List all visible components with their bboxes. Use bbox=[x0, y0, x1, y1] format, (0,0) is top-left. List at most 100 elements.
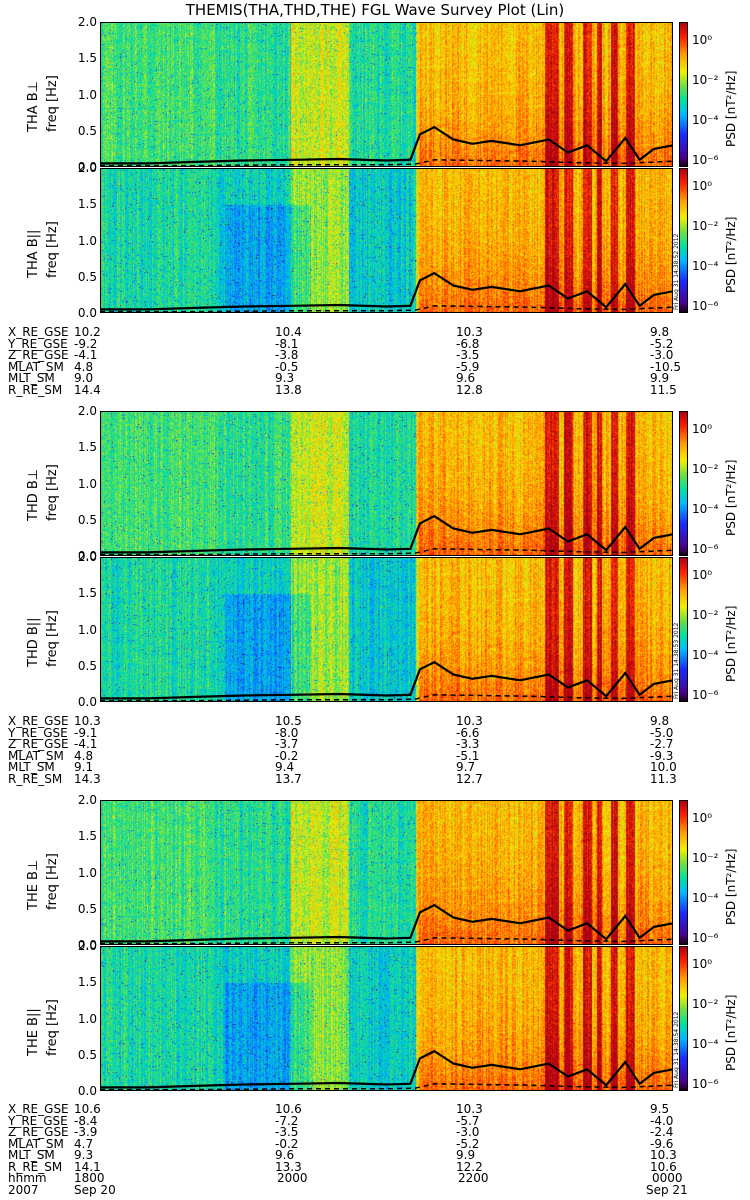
ephemeris-value: 14.1 bbox=[74, 1159, 101, 1174]
ephemeris-value: 4.8 bbox=[74, 748, 94, 763]
ephemeris-label: R_RE_SM bbox=[8, 1159, 63, 1174]
y-tick-label: 1.5 bbox=[77, 440, 97, 455]
y-axis-label: freq [Hz] bbox=[45, 610, 60, 667]
ephemeris-value: 9.9 bbox=[456, 1148, 476, 1162]
ephemeris-row: MLAT_SM 4.8 -0.2 -5.1 -9.3 bbox=[8, 748, 708, 763]
time-tick: 2200 bbox=[458, 1171, 489, 1185]
colorbar-tick: 10⁰ bbox=[692, 422, 713, 436]
y-tick-label: 1.0 bbox=[77, 87, 97, 102]
colorbar-tick: 10⁻² bbox=[692, 608, 719, 622]
ephemeris-value: -10.5 bbox=[650, 359, 682, 374]
panel-label: THA B⊥ bbox=[26, 81, 41, 132]
y-tick-label: 1.5 bbox=[77, 51, 97, 66]
ephemeris-value: -3.0 bbox=[456, 1125, 480, 1139]
ephemeris-row: Y_RE_GSE -9.2 -8.1 -6.8 -5.2 bbox=[8, 336, 708, 351]
colorbar-tick: 10⁻⁴ bbox=[692, 502, 719, 516]
ephemeris-label: MLT_SM bbox=[8, 371, 55, 385]
ephemeris-value: 12.8 bbox=[456, 382, 483, 397]
ephemeris-value: -3.5 bbox=[275, 1125, 299, 1139]
ephemeris-value: 14.4 bbox=[74, 382, 101, 397]
ephemeris-value: 9.1 bbox=[74, 760, 94, 774]
colorbar-tick: 10⁰ bbox=[692, 33, 713, 47]
colorbar-tick: 10⁰ bbox=[692, 568, 713, 582]
curves-overlay bbox=[100, 514, 673, 556]
y-tick-label: 0.5 bbox=[77, 269, 97, 284]
ephemeris-label: Y_RE_GSE bbox=[8, 1113, 68, 1128]
colorbar-tick: 10⁻² bbox=[692, 997, 719, 1011]
panel-label: THE B|| bbox=[26, 1008, 41, 1056]
ephemeris-value: 9.8 bbox=[650, 714, 670, 728]
panel-label: THD B|| bbox=[26, 617, 41, 667]
ephemeris-value: 10.6 bbox=[275, 1102, 302, 1116]
y-tick-label: 2.0 bbox=[77, 939, 97, 953]
time-row: hhmm 1800 2000 2200 0000 bbox=[8, 1171, 708, 1185]
ephemeris-value: -6.6 bbox=[456, 725, 480, 740]
y-axis-label: freq [Hz] bbox=[45, 221, 60, 278]
y-tick-label: 1.0 bbox=[77, 233, 97, 248]
panel-label: THA B|| bbox=[26, 229, 41, 278]
ephemeris-label: Z_RE_GSE bbox=[8, 348, 69, 362]
ephemeris-value: 4.7 bbox=[74, 1136, 94, 1151]
colorbar-tick: 10⁻² bbox=[692, 462, 719, 476]
ephemeris-row: R_RE_SM 14.3 13.7 12.7 11.3 bbox=[8, 771, 708, 786]
curves-overlay bbox=[100, 1049, 673, 1091]
ephemeris-value: -5.1 bbox=[456, 748, 480, 763]
ephemeris-value: 13.3 bbox=[275, 1159, 302, 1174]
panel-label: THE B⊥ bbox=[26, 859, 41, 910]
ephemeris-value: -3.9 bbox=[74, 1125, 98, 1139]
ephemeris-row: R_RE_SM 14.4 13.8 12.8 11.5 bbox=[8, 382, 708, 397]
date-tick: Sep 21 bbox=[646, 1182, 688, 1197]
timestamp-stamp: Fri Aug 31 14:38:54 2012 bbox=[673, 1011, 680, 1088]
ephemeris-label: MLT_SM bbox=[8, 760, 55, 774]
y-axis-label: freq [Hz] bbox=[45, 853, 60, 910]
y-tick-label: 1.0 bbox=[77, 1011, 97, 1026]
y-tick-label: 0.5 bbox=[77, 901, 97, 916]
ephemeris-value: 13.7 bbox=[275, 771, 302, 786]
ephemeris-value: -0.5 bbox=[275, 359, 299, 374]
ephemeris-value: 10.3 bbox=[456, 1102, 483, 1116]
spectrogram-panel bbox=[100, 800, 673, 945]
ephemeris-value: 10.3 bbox=[650, 1148, 677, 1162]
colorbar-tick: 10⁻² bbox=[692, 851, 719, 865]
ephemeris-label: Y_RE_GSE bbox=[8, 336, 68, 351]
colorbar bbox=[679, 22, 688, 167]
time-tick: 0000 bbox=[652, 1171, 683, 1185]
time-tick: 2000 bbox=[277, 1171, 308, 1185]
colorbar-tick: 10⁻⁴ bbox=[692, 648, 719, 662]
spectrogram-image bbox=[100, 946, 673, 1091]
ephemeris-row: MLT_SM 9.0 9.3 9.6 9.9 bbox=[8, 371, 708, 385]
y-tick-label: 2.0 bbox=[77, 793, 97, 807]
solid-curve bbox=[100, 271, 673, 311]
colorbar bbox=[679, 946, 688, 1091]
ephemeris-value: -5.7 bbox=[456, 1113, 480, 1128]
colorbar bbox=[679, 168, 688, 313]
spectrogram-image bbox=[100, 557, 673, 702]
ephemeris-value: 9.4 bbox=[275, 760, 295, 774]
colorbar bbox=[679, 557, 688, 702]
colorbar-tick: 10⁻⁶ bbox=[692, 153, 719, 167]
colorbar-tick: 10⁻⁶ bbox=[692, 299, 719, 313]
ephemeris-row: MLT_SM 9.3 9.6 9.9 10.3 bbox=[8, 1148, 708, 1162]
ephemeris-value: -4.0 bbox=[650, 1113, 674, 1128]
ephemeris-value: -6.8 bbox=[456, 336, 480, 351]
ephemeris-value: -5.0 bbox=[650, 725, 674, 740]
spectrogram-image bbox=[100, 168, 673, 313]
dashed-curve bbox=[100, 1083, 673, 1091]
ephemeris-value: 9.5 bbox=[650, 1102, 670, 1116]
y-tick-label: 0.5 bbox=[77, 512, 97, 527]
timestamp-stamp: Fri Aug 31 14:38:53 2012 bbox=[673, 622, 680, 699]
ephemeris-value: 9.3 bbox=[275, 371, 295, 385]
ephemeris-value: 9.3 bbox=[74, 1148, 94, 1162]
ephemeris-row: Z_RE_GSE -3.9 -3.5 -3.0 -2.4 bbox=[8, 1125, 708, 1139]
ephemeris-value: 9.6 bbox=[275, 1148, 295, 1162]
dashed-curve bbox=[100, 937, 673, 945]
solid-curve bbox=[100, 1049, 673, 1089]
y-tick-label: 0.5 bbox=[77, 123, 97, 138]
ephemeris-value: 9.9 bbox=[650, 371, 670, 385]
colorbar-tick: 10⁰ bbox=[692, 811, 713, 825]
colorbar-tick: 10⁻⁴ bbox=[692, 891, 719, 905]
ephemeris-row: Z_RE_GSE -4.1 -3.8 -3.5 -3.0 bbox=[8, 348, 708, 362]
y-tick-label: 2.0 bbox=[77, 15, 97, 29]
panel-label: THD B⊥ bbox=[26, 468, 41, 521]
spectrogram-panel bbox=[100, 411, 673, 556]
